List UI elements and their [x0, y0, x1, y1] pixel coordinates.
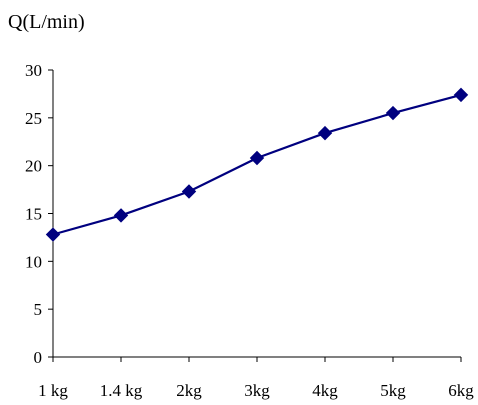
data-point-marker: [249, 150, 265, 166]
data-point-marker: [181, 184, 197, 199]
data-point-marker: [453, 87, 469, 103]
x-tick-label: 6kg: [448, 381, 474, 400]
y-tick-label: 20: [25, 157, 42, 176]
data-markers: [45, 87, 469, 242]
x-ticks: 1 kg 1.4 kg 2kg 3kg 4kg 5kg 6kg: [38, 357, 474, 400]
x-tick-label: 1.4 kg: [100, 381, 143, 400]
data-point-marker: [45, 227, 61, 242]
y-tick-label: 5: [34, 300, 43, 319]
x-tick-label: 5kg: [380, 381, 406, 400]
data-point-marker: [317, 125, 333, 141]
y-axis-label: Q(L/min): [8, 11, 85, 33]
x-tick-label: 2kg: [176, 381, 202, 400]
x-tick-label: 3kg: [244, 381, 270, 400]
y-tick-label: 15: [25, 205, 42, 224]
y-ticks: 0 5 10 15 20 25 30: [25, 61, 53, 367]
x-tick-label: 1 kg: [38, 381, 68, 400]
y-tick-label: 25: [25, 109, 42, 128]
x-tick-label: 4kg: [312, 381, 338, 400]
y-tick-label: 10: [25, 252, 42, 271]
y-tick-label: 0: [34, 348, 43, 367]
y-tick-label: 30: [25, 61, 42, 80]
data-point-marker: [385, 105, 401, 121]
data-point-marker: [113, 208, 129, 223]
